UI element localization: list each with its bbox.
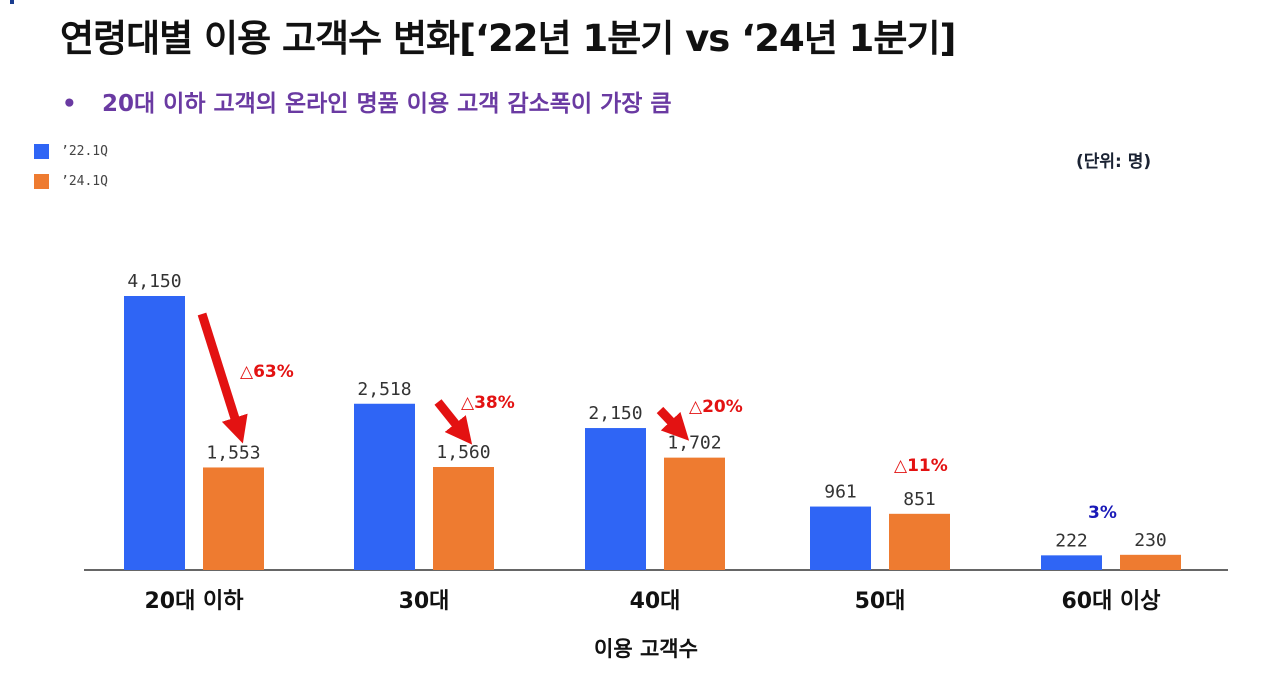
decrease-arrow bbox=[434, 399, 473, 445]
decrease-arrow bbox=[656, 406, 690, 441]
bar-2024 bbox=[1120, 554, 1181, 570]
category-label: 50대 bbox=[855, 589, 906, 614]
data-label: 2,150 bbox=[588, 403, 642, 424]
legend-swatch-2022 bbox=[34, 143, 49, 159]
data-label: 1,560 bbox=[436, 442, 490, 463]
bar-2022 bbox=[585, 428, 646, 570]
bar-2024 bbox=[889, 513, 950, 570]
data-label: 222 bbox=[1055, 530, 1088, 551]
bar-2022 bbox=[124, 296, 185, 570]
bar-2022 bbox=[1041, 555, 1102, 570]
change-label: △38% bbox=[461, 393, 515, 413]
change-label: △20% bbox=[689, 397, 743, 417]
legend-item-2024: ’24.1Q bbox=[34, 166, 108, 196]
subtitle-bullet: • bbox=[62, 91, 77, 117]
decrease-arrow bbox=[197, 312, 248, 444]
page-title: 연령대별 이용 고객수 변화[‘22년 1분기 vs ‘24년 1분기] bbox=[60, 17, 956, 60]
category-label: 20대 이하 bbox=[145, 589, 245, 614]
data-label: 851 bbox=[903, 489, 936, 510]
category-label: 30대 bbox=[399, 589, 450, 614]
bar-2022 bbox=[354, 403, 415, 570]
data-label: 1,702 bbox=[667, 433, 721, 454]
change-label: △63% bbox=[240, 362, 294, 382]
legend-label-2024: ’24.1Q bbox=[61, 173, 108, 189]
bar-2022 bbox=[810, 506, 871, 570]
data-label: 230 bbox=[1134, 530, 1167, 551]
data-label: 4,150 bbox=[127, 271, 181, 292]
legend-item-2022: ’22.1Q bbox=[34, 136, 108, 166]
subtitle: • 20대 이하 고객의 온라인 명품 이용 고객 감소폭이 가장 큼 bbox=[62, 84, 672, 118]
chart-legend: ’22.1Q ’24.1Q bbox=[34, 136, 108, 196]
legend-label-2022: ’22.1Q bbox=[61, 143, 108, 159]
data-label: 961 bbox=[824, 482, 857, 503]
legend-swatch-2024 bbox=[34, 173, 49, 189]
x-axis-title: 이용 고객수 bbox=[594, 637, 698, 661]
data-label: 2,518 bbox=[357, 379, 411, 400]
category-label: 60대 이상 bbox=[1062, 589, 1161, 614]
data-label: 1,553 bbox=[206, 442, 260, 463]
subtitle-text: 20대 이하 고객의 온라인 명품 이용 고객 감소폭이 가장 큼 bbox=[102, 91, 672, 117]
bar-2024 bbox=[664, 457, 725, 570]
bar-2024 bbox=[433, 467, 494, 570]
bar-2024 bbox=[203, 467, 264, 570]
unit-note: (단위: 명) bbox=[1076, 152, 1152, 172]
change-label: △11% bbox=[894, 456, 948, 476]
category-label: 40대 bbox=[630, 589, 681, 614]
corner-mark bbox=[10, 0, 14, 4]
change-label: 3% bbox=[1088, 503, 1117, 523]
